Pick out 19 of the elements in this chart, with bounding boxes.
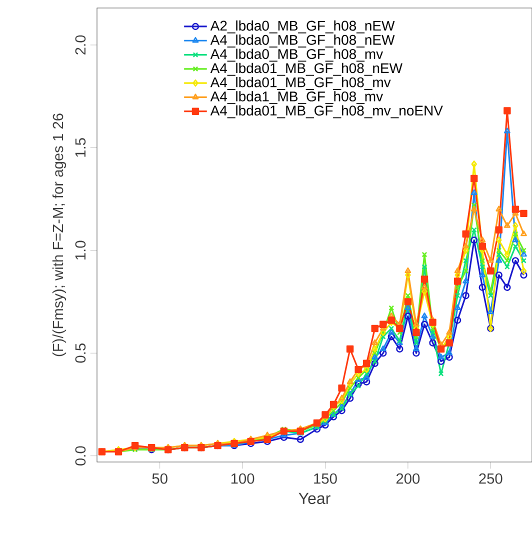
y-tick-label: 1.5 <box>75 138 86 157</box>
x-tick-label: 100 <box>231 473 254 484</box>
legend-label: A4_lbda01_MB_GF_h08_mv_noENV <box>210 105 443 118</box>
y-tick-label: 0.0 <box>75 446 86 466</box>
legend-label: A2_lbda0_MB_GF_h08_nEW <box>210 20 395 34</box>
x-tick-label: 200 <box>396 473 420 484</box>
x-tick-label: 250 <box>479 473 502 484</box>
y-tick-label: 2.0 <box>75 35 86 54</box>
legend-label: A4_lbda01_MB_GF_h08_mv <box>210 76 391 90</box>
y-tick-label: 1.0 <box>75 240 86 260</box>
y-axis-title: (F)/(Fmsy); with F=Z-M; for ages 1 26 <box>52 114 66 356</box>
legend-label: A4_lbda0_MB_GF_h08_mv <box>210 48 384 62</box>
legend-label: A4_lbda0_MB_GF_h08_nEW <box>210 34 395 48</box>
x-axis-title: Year <box>298 492 330 504</box>
x-tick-label: 50 <box>152 473 168 484</box>
x-tick-label: 150 <box>314 473 337 484</box>
y-tick-label: 0.5 <box>75 344 86 363</box>
legend-label: A4_lbda01_MB_GF_h08_nEW <box>210 62 402 76</box>
legend-label: A4_lbda1_MB_GF_h08_mv <box>210 91 384 104</box>
